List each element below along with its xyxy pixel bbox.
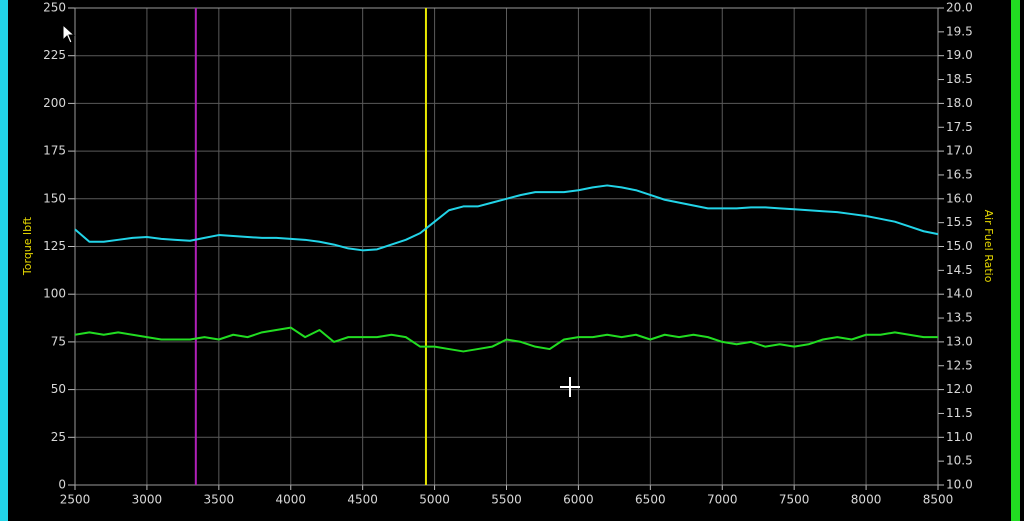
y2-tick-label: 10.5 [946,454,973,468]
x-tick-label: 8500 [923,493,954,507]
y2-tick-label: 18.0 [946,96,973,110]
y2-tick-label: 15.0 [946,239,973,253]
x-tick-label: 3500 [204,493,235,507]
y2-tick-label: 15.5 [946,215,973,229]
y-tick-label: 50 [51,382,66,396]
x-tick-label: 2500 [60,493,91,507]
plot-frame [74,7,939,486]
y2-axis-title: Air Fuel Ratio [982,210,995,283]
y-tick-label: 150 [43,191,66,205]
x-tick-label: 7500 [779,493,810,507]
y-tick-label: 250 [43,1,66,15]
y2-tick-label: 18.5 [946,72,973,86]
y2-tick-label: 17.0 [946,144,973,158]
left-border [0,0,8,521]
y-tick-label: 225 [43,48,66,62]
right-border [1011,0,1020,521]
y-axis-title: Torque lbft [21,216,34,276]
mouse-pointer [62,23,76,44]
y2-tick-label: 16.0 [946,191,973,205]
y2-tick-label: 19.5 [946,24,973,38]
y2-tick-label: 13.0 [946,334,973,348]
y2-tick-label: 11.5 [946,406,973,420]
y-tick-label: 125 [43,239,66,253]
x-tick-label: 4000 [275,493,306,507]
y-tick-label: 0 [58,478,66,492]
x-tick-label: 6000 [563,493,594,507]
y2-tick-label: 12.5 [946,358,973,372]
x-tick-label: 5000 [419,493,450,507]
y2-tick-label: 10.0 [946,478,973,492]
y2-tick-label: 14.5 [946,263,973,277]
plot-area: 2500 3000 3500 4000 4500 5000 5500 6000 6500 7000… [43,1,973,507]
y2-tick-label: 19.0 [946,48,973,62]
y-tick-label: 200 [43,96,66,110]
x-tick-label: 5500 [491,493,522,507]
data-line [74,326,938,353]
y-tick-label: 100 [43,287,66,301]
x-tick-label: 8000 [851,493,882,507]
crosshair-cursor [560,377,580,397]
y-tick-label: 25 [51,430,66,444]
data-line [74,184,939,252]
y2-tick-label: 20.0 [946,1,973,15]
y2-tick-label: 16.5 [946,167,973,181]
y2-tick-label: 13.5 [946,311,973,325]
y-tick-label: 75 [51,334,66,348]
x-tick-label: 6500 [635,493,666,507]
y2-tick-label: 11.0 [946,430,973,444]
x-tick-label: 4500 [347,493,378,507]
y2-tick-label: 12.0 [946,382,973,396]
x-tick-label: 7000 [707,493,738,507]
y-tick-label: 175 [43,144,66,158]
x-tick-label: 3000 [132,493,163,507]
y2-tick-label: 14.0 [946,287,973,301]
y2-tick-label: 17.5 [946,120,973,134]
